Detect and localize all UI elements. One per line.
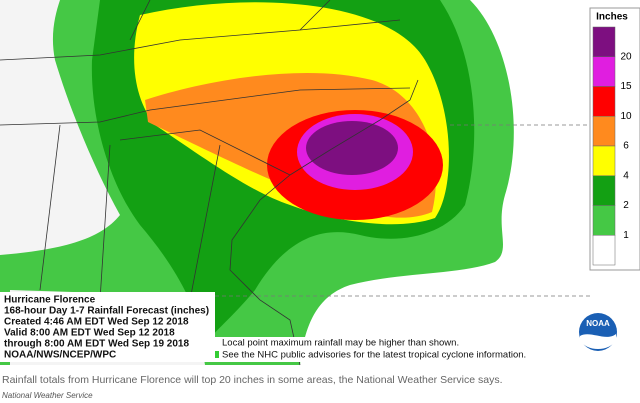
info-line: NOAA/NWS/NCEP/WPC [4,350,116,361]
credit: National Weather Service [2,391,93,400]
info-line: through 8:00 AM EDT Wed Sep 19 2018 [4,339,189,350]
legend-swatch [592,56,616,87]
note: Local point maximum rainfall may be high… [222,338,459,349]
legend-label: 2 [623,200,629,211]
legend-label: 15 [620,81,632,92]
note-box [215,337,550,362]
info-box [0,292,215,362]
legend-swatch [592,145,616,176]
legend-swatch [592,116,616,147]
legend-label: 10 [620,111,632,122]
graticule [215,124,590,297]
legend-swatch [592,26,616,57]
noaa-logo: NOAA [576,310,620,354]
info-line: 168-hour Day 1-7 Rainfall Forecast (inch… [4,306,209,317]
note: See the NHC public advisories for the la… [222,350,526,361]
logo-text: NOAA [586,319,610,328]
legend: Inches 20 15 10 6 4 2 1 [589,7,640,271]
contour [306,121,398,175]
map: 20 Hurricane Florence 168-hour Day 1-7 R… [0,0,640,366]
info-line: Created 4:46 AM EDT Wed Sep 12 2018 [4,317,189,328]
legend-title: Inches [596,12,628,23]
legend-label: 20 [620,51,632,62]
boundaries [0,0,419,366]
note-swatch [215,351,219,358]
info-line: Valid 8:00 AM EDT Wed Sep 12 2018 [4,328,175,339]
caption: Rainfall totals from Hurricane Florence … [2,374,503,386]
legend-swatch [592,175,616,206]
legend-label: 4 [623,170,629,181]
legend-label: 6 [623,141,629,152]
legend-swatch [592,205,616,236]
legend-swatch [592,86,616,117]
info-line: Hurricane Florence [4,295,96,306]
legend-label: 1 [623,230,629,241]
legend-swatch [592,235,616,266]
